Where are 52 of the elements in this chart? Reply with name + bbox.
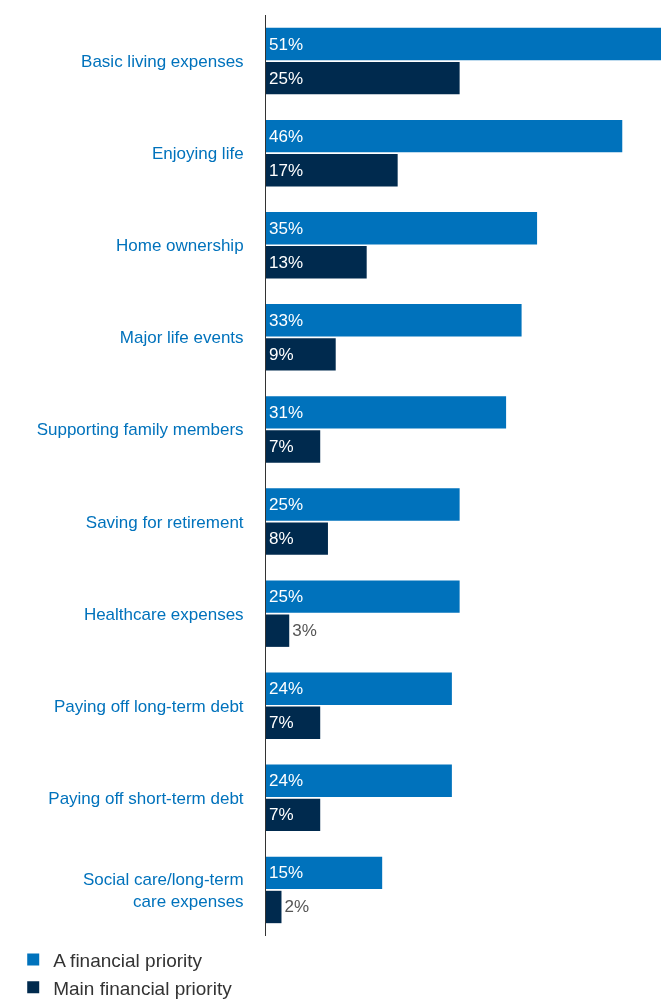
bar bbox=[266, 522, 328, 555]
data-label: 33% bbox=[269, 310, 304, 330]
bar bbox=[266, 154, 398, 187]
data-label: 25% bbox=[269, 495, 304, 515]
y-tick-label: Basic living expenses bbox=[81, 52, 244, 71]
bar bbox=[266, 430, 321, 463]
legend-label: Main financial priority bbox=[53, 977, 233, 999]
data-label: 7% bbox=[269, 436, 294, 456]
data-label: 24% bbox=[269, 679, 304, 699]
data-label: 17% bbox=[269, 160, 304, 180]
bar bbox=[266, 338, 336, 371]
data-label: 24% bbox=[269, 771, 304, 791]
y-tick-label: Major life events bbox=[119, 328, 244, 348]
bar bbox=[266, 706, 321, 739]
y-tick-label: Enjoying life bbox=[151, 144, 244, 164]
data-label: 51% bbox=[269, 34, 304, 54]
bar bbox=[266, 890, 282, 924]
data-label: 3% bbox=[292, 621, 317, 641]
y-tick-label: Paying off long-term debt bbox=[53, 696, 244, 716]
y-tick-label: Healthcare expenses bbox=[83, 604, 244, 624]
legend-label: A financial priority bbox=[53, 949, 203, 971]
data-label: 46% bbox=[269, 126, 304, 146]
data-label: 15% bbox=[269, 863, 304, 883]
bar bbox=[266, 764, 452, 797]
bar bbox=[266, 396, 507, 429]
data-label: 31% bbox=[269, 402, 304, 422]
data-label: 25% bbox=[269, 68, 304, 88]
bar bbox=[266, 119, 623, 153]
data-label: 35% bbox=[269, 218, 304, 238]
data-label: 7% bbox=[269, 713, 294, 733]
bar bbox=[266, 798, 321, 832]
y-tick-label: Saving for retirement bbox=[85, 512, 244, 532]
data-label: 13% bbox=[269, 252, 304, 272]
y-tick-label: Supporting family members bbox=[36, 420, 244, 440]
data-label: 8% bbox=[269, 529, 294, 549]
bar bbox=[266, 672, 452, 705]
bar bbox=[266, 27, 661, 61]
y-tick-label: Paying off short-term debt bbox=[48, 788, 244, 808]
data-label: 2% bbox=[284, 897, 310, 917]
bar bbox=[266, 856, 383, 890]
bar bbox=[266, 580, 460, 613]
bar bbox=[266, 304, 522, 337]
y-tick-label: Home ownership bbox=[116, 236, 244, 256]
data-label: 25% bbox=[269, 587, 304, 607]
bar bbox=[266, 61, 460, 95]
bar bbox=[266, 212, 538, 245]
y-tick-label: Social care/long-term care expenses bbox=[82, 869, 244, 911]
bar bbox=[266, 488, 460, 521]
bar bbox=[266, 246, 367, 279]
data-label: 7% bbox=[269, 805, 294, 825]
bar bbox=[266, 614, 290, 647]
data-label: 9% bbox=[269, 344, 294, 364]
